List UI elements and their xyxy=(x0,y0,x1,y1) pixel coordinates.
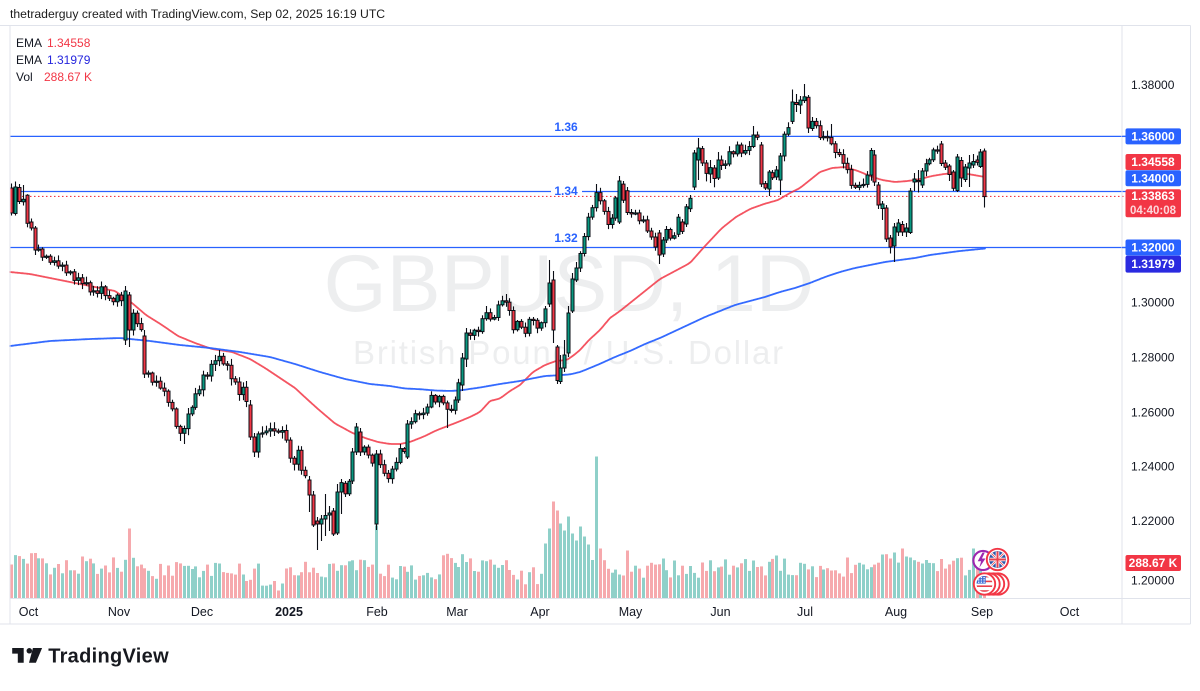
svg-text:1.31979: 1.31979 xyxy=(1131,257,1175,271)
svg-text:Nov: Nov xyxy=(108,605,131,619)
svg-text:1.34000: 1.34000 xyxy=(1131,171,1175,185)
svg-text:1.20000: 1.20000 xyxy=(1131,573,1175,587)
svg-text:Jul: Jul xyxy=(797,605,813,619)
svg-text:Mar: Mar xyxy=(446,605,468,619)
svg-text:thetraderguy created with Trad: thetraderguy created with TradingView.co… xyxy=(10,7,385,21)
svg-text:Oct: Oct xyxy=(1060,605,1080,619)
svg-text:Aug: Aug xyxy=(885,605,907,619)
svg-text:1.34558: 1.34558 xyxy=(1131,155,1175,169)
svg-text:288.67 K: 288.67 K xyxy=(1129,556,1178,570)
svg-text:1.24000: 1.24000 xyxy=(1131,459,1175,473)
svg-text:TradingView: TradingView xyxy=(48,646,169,668)
svg-text:288.67 K: 288.67 K xyxy=(44,70,92,84)
svg-text:1.36000: 1.36000 xyxy=(1131,129,1175,143)
svg-text:Vol: Vol xyxy=(16,70,33,84)
svg-text:1.32000: 1.32000 xyxy=(1131,241,1175,255)
svg-text:May: May xyxy=(619,605,643,619)
svg-text:1.38000: 1.38000 xyxy=(1131,78,1175,92)
svg-text:Dec: Dec xyxy=(191,605,213,619)
svg-text:1.26000: 1.26000 xyxy=(1131,405,1175,419)
svg-text:Feb: Feb xyxy=(366,605,388,619)
svg-text:Apr: Apr xyxy=(530,605,549,619)
svg-text:Sep: Sep xyxy=(971,605,993,619)
svg-text:1.36: 1.36 xyxy=(554,120,578,134)
svg-text:1.34: 1.34 xyxy=(554,184,578,198)
svg-text:Oct: Oct xyxy=(19,605,39,619)
svg-text:1.30000: 1.30000 xyxy=(1131,296,1175,310)
svg-text:1.34558: 1.34558 xyxy=(47,36,91,50)
svg-text:EMA: EMA xyxy=(16,36,42,50)
svg-text:1.28000: 1.28000 xyxy=(1131,351,1175,365)
svg-text:1.31979: 1.31979 xyxy=(47,53,91,67)
svg-text:2025: 2025 xyxy=(275,605,303,619)
svg-text:EMA: EMA xyxy=(16,53,42,67)
svg-text:04:40:08: 04:40:08 xyxy=(1130,205,1177,217)
svg-text:Jun: Jun xyxy=(710,605,730,619)
svg-text:1.22000: 1.22000 xyxy=(1131,514,1175,528)
svg-text:1.32: 1.32 xyxy=(554,231,578,245)
svg-text:1.33863: 1.33863 xyxy=(1131,189,1175,203)
